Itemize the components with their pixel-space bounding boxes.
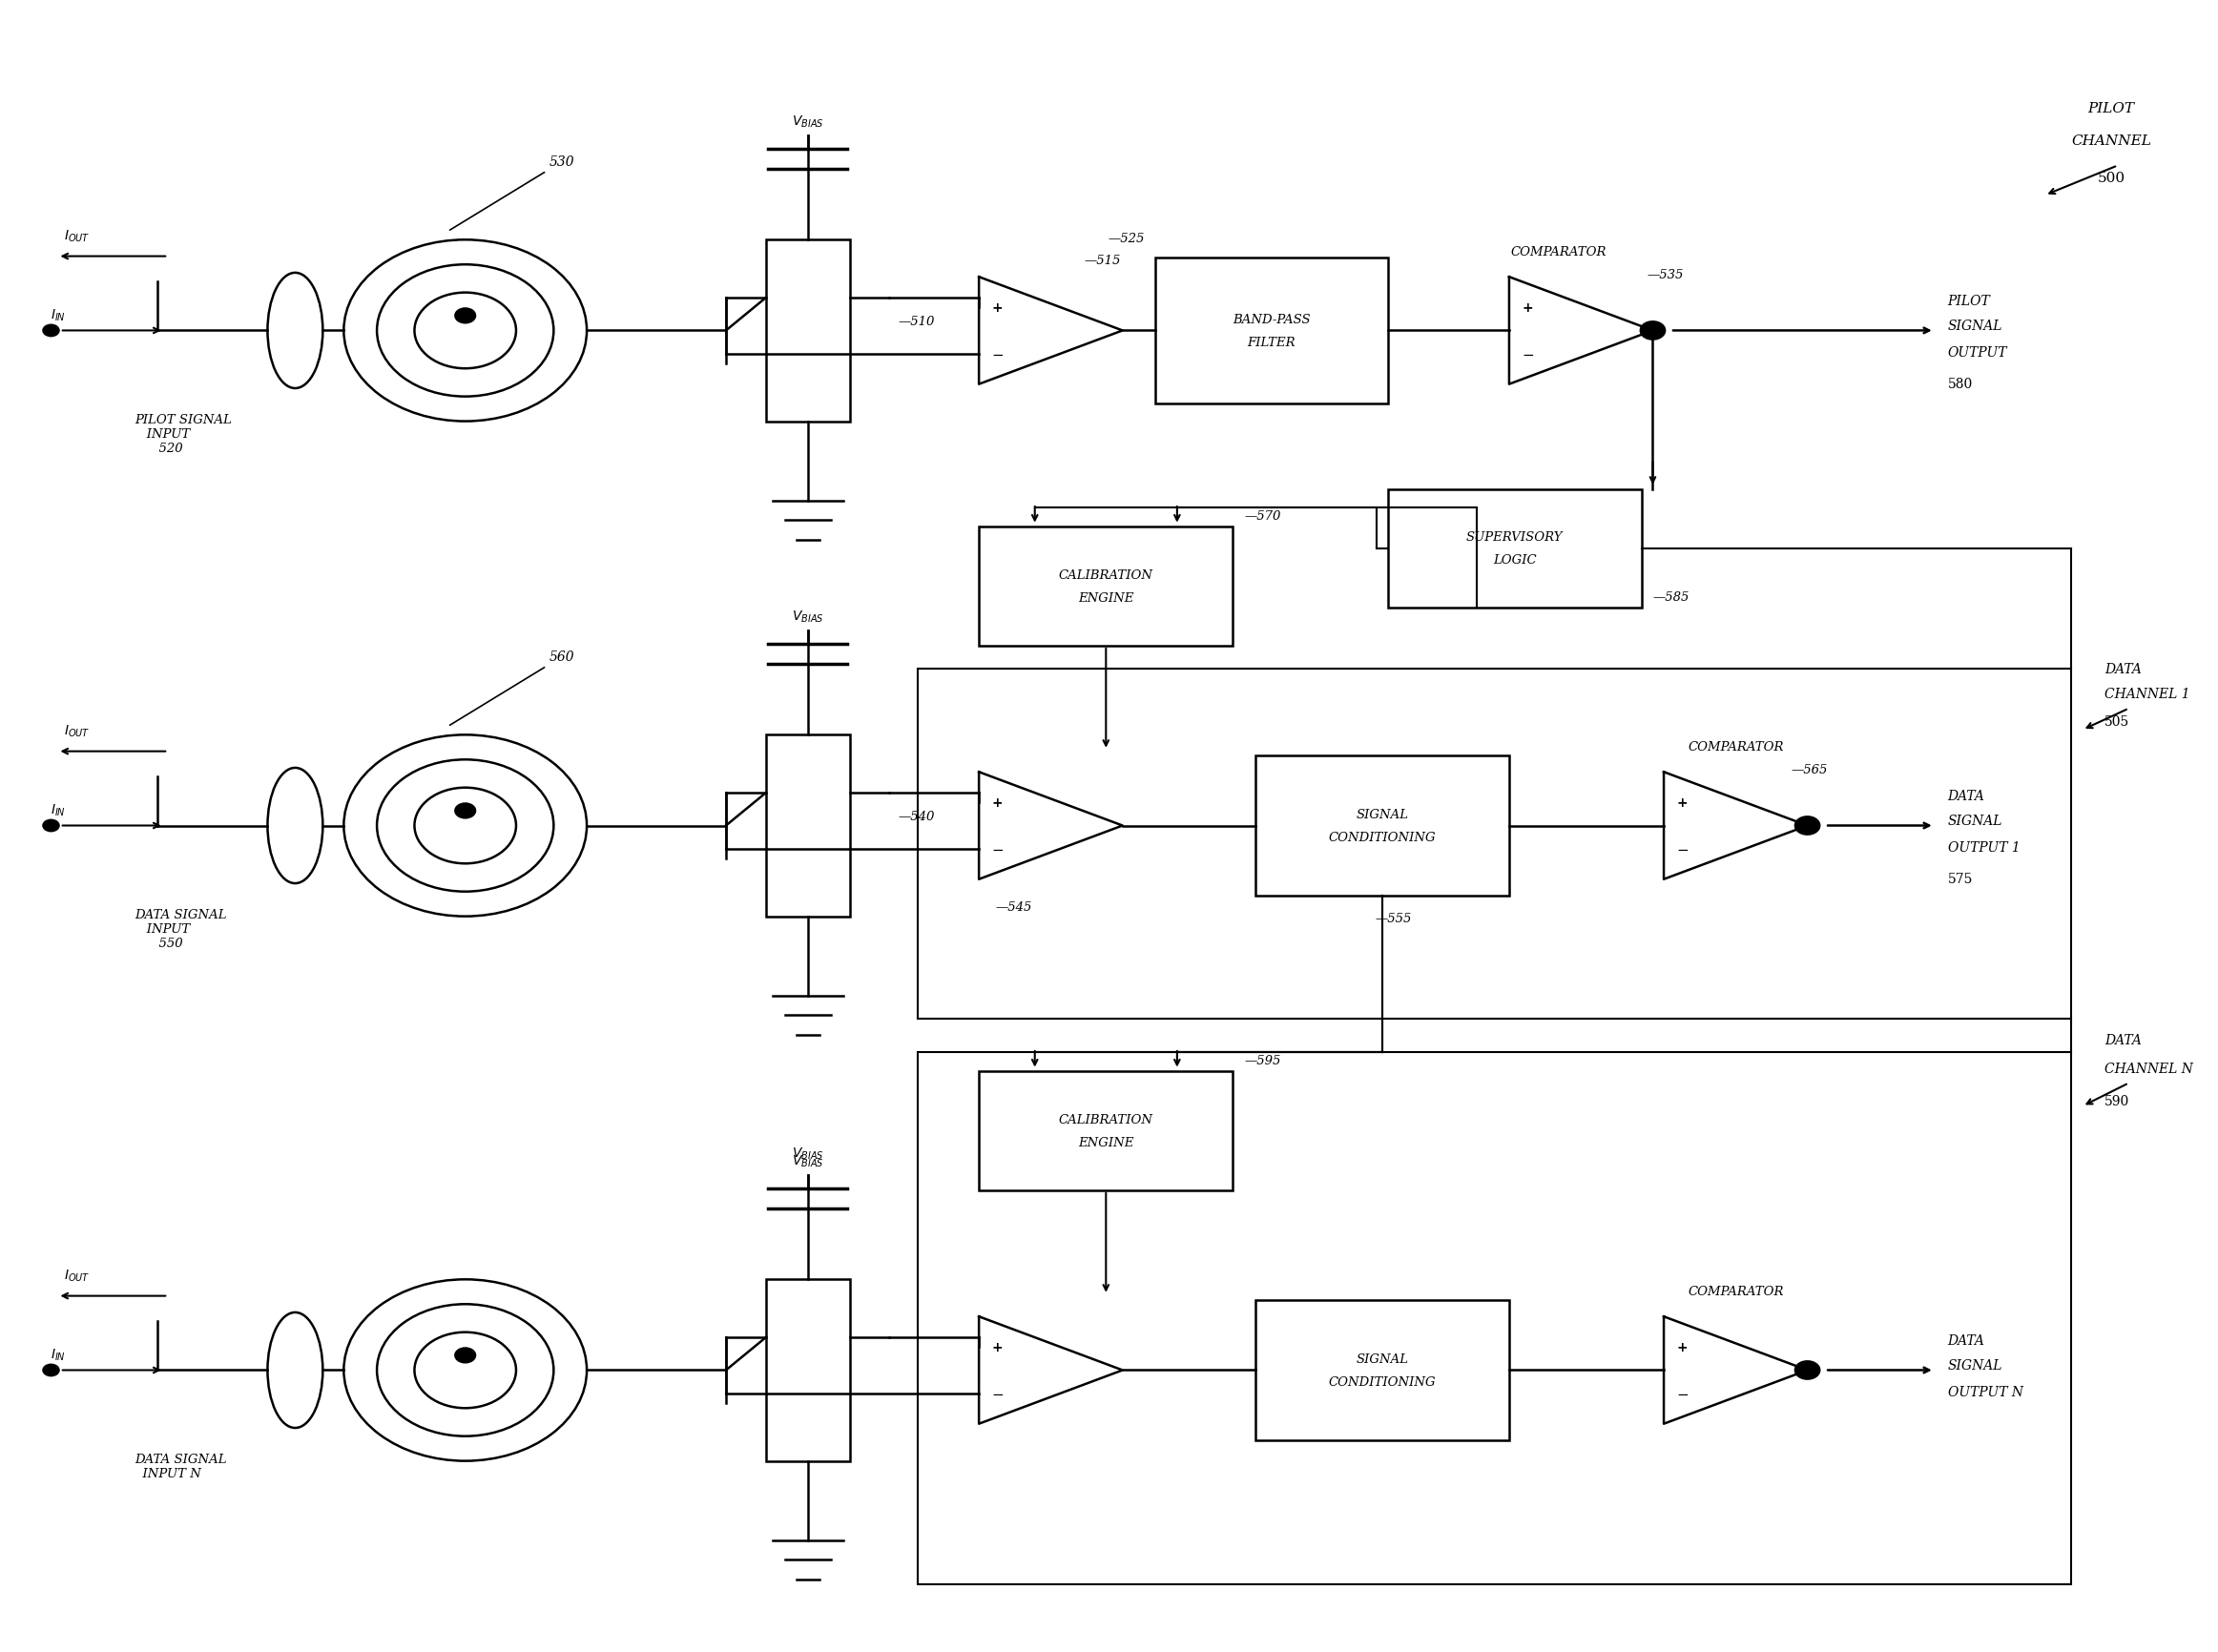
Bar bbox=[1388, 489, 1641, 608]
Text: OUTPUT N: OUTPUT N bbox=[1947, 1384, 2023, 1398]
Text: OUTPUT 1: OUTPUT 1 bbox=[1947, 841, 2021, 854]
Text: +: + bbox=[1677, 1340, 1688, 1353]
Text: 500: 500 bbox=[2098, 172, 2125, 185]
Text: —545: —545 bbox=[996, 900, 1031, 914]
Text: DATA SIGNAL
   INPUT
      550: DATA SIGNAL INPUT 550 bbox=[135, 909, 226, 950]
Circle shape bbox=[42, 324, 60, 337]
Text: DATA: DATA bbox=[1947, 1333, 1985, 1348]
Text: −: − bbox=[991, 347, 1005, 362]
Text: −: − bbox=[991, 1386, 1005, 1401]
Text: +: + bbox=[991, 1340, 1003, 1353]
Text: $V_{BIAS}$: $V_{BIAS}$ bbox=[792, 1153, 823, 1170]
Text: +: + bbox=[991, 796, 1003, 809]
Text: CHANNEL 1: CHANNEL 1 bbox=[2105, 687, 2189, 700]
Bar bbox=[765, 241, 849, 421]
Text: —570: —570 bbox=[1244, 510, 1280, 522]
Circle shape bbox=[42, 1363, 60, 1376]
Text: CHANNEL: CHANNEL bbox=[2072, 135, 2151, 149]
Text: —515: —515 bbox=[1085, 254, 1120, 268]
Text: $I_{OUT}$: $I_{OUT}$ bbox=[64, 724, 91, 738]
Circle shape bbox=[455, 1346, 477, 1363]
Text: CALIBRATION: CALIBRATION bbox=[1058, 1113, 1153, 1125]
Text: —525: —525 bbox=[1109, 233, 1144, 246]
Text: —510: —510 bbox=[898, 316, 936, 329]
Text: $I_{OUT}$: $I_{OUT}$ bbox=[64, 1267, 91, 1284]
Text: —565: —565 bbox=[1790, 763, 1828, 776]
Text: FILTER: FILTER bbox=[1247, 337, 1295, 349]
Text: $V_{BIAS}$: $V_{BIAS}$ bbox=[792, 1145, 823, 1161]
Text: PILOT SIGNAL
   INPUT
      520: PILOT SIGNAL INPUT 520 bbox=[135, 413, 233, 454]
Text: 575: 575 bbox=[1947, 872, 1972, 885]
Text: —595: —595 bbox=[1244, 1054, 1280, 1067]
Text: PILOT: PILOT bbox=[2087, 102, 2134, 116]
Text: 505: 505 bbox=[2105, 715, 2129, 729]
Text: OUTPUT: OUTPUT bbox=[1947, 345, 2007, 358]
Text: 560: 560 bbox=[450, 651, 574, 725]
Bar bbox=[978, 1072, 1233, 1191]
Text: $I_{IN}$: $I_{IN}$ bbox=[51, 803, 67, 818]
Text: −: − bbox=[1677, 1386, 1688, 1401]
Text: DATA: DATA bbox=[2105, 1034, 2143, 1047]
Text: —535: —535 bbox=[1648, 269, 1683, 281]
Bar bbox=[765, 735, 849, 917]
Text: +: + bbox=[991, 301, 1003, 314]
Text: DATA SIGNAL
  INPUT N: DATA SIGNAL INPUT N bbox=[135, 1452, 226, 1480]
Text: SIGNAL: SIGNAL bbox=[1355, 1353, 1408, 1365]
Bar bbox=[918, 669, 2072, 1019]
Text: 530: 530 bbox=[450, 155, 574, 231]
Bar bbox=[1255, 757, 1508, 895]
Text: $I_{IN}$: $I_{IN}$ bbox=[51, 1346, 67, 1361]
Bar bbox=[1156, 259, 1388, 403]
Text: DATA: DATA bbox=[2105, 662, 2143, 676]
Text: 580: 580 bbox=[1947, 377, 1972, 390]
Circle shape bbox=[1794, 816, 1821, 836]
Bar bbox=[978, 527, 1233, 646]
Text: —555: —555 bbox=[1375, 912, 1411, 925]
Text: −: − bbox=[991, 843, 1005, 857]
Text: SUPERVISORY: SUPERVISORY bbox=[1466, 532, 1564, 544]
Text: ENGINE: ENGINE bbox=[1078, 1137, 1133, 1148]
Text: BAND-PASS: BAND-PASS bbox=[1233, 314, 1311, 325]
Bar bbox=[1255, 1300, 1508, 1441]
Text: SIGNAL: SIGNAL bbox=[1947, 319, 2003, 334]
Text: +: + bbox=[1522, 301, 1533, 314]
Text: DATA: DATA bbox=[1947, 790, 1985, 803]
Text: —540: —540 bbox=[898, 811, 936, 823]
Circle shape bbox=[1794, 1360, 1821, 1379]
Bar bbox=[765, 1280, 849, 1460]
Text: CHANNEL N: CHANNEL N bbox=[2105, 1062, 2194, 1075]
Text: SIGNAL: SIGNAL bbox=[1947, 814, 2003, 828]
Text: −: − bbox=[1677, 843, 1688, 857]
Circle shape bbox=[455, 309, 477, 324]
Text: COMPARATOR: COMPARATOR bbox=[1688, 1285, 1783, 1298]
Text: $I_{OUT}$: $I_{OUT}$ bbox=[64, 228, 91, 244]
Text: 590: 590 bbox=[2105, 1095, 2129, 1108]
Circle shape bbox=[455, 803, 477, 819]
Text: $V_{BIAS}$: $V_{BIAS}$ bbox=[792, 610, 823, 624]
Bar bbox=[918, 1052, 2072, 1584]
Text: SIGNAL: SIGNAL bbox=[1355, 808, 1408, 821]
Circle shape bbox=[42, 819, 60, 833]
Text: ENGINE: ENGINE bbox=[1078, 591, 1133, 605]
Text: +: + bbox=[1677, 796, 1688, 809]
Text: LOGIC: LOGIC bbox=[1493, 555, 1537, 567]
Circle shape bbox=[1639, 320, 1666, 340]
Text: CALIBRATION: CALIBRATION bbox=[1058, 568, 1153, 582]
Text: PILOT: PILOT bbox=[1947, 294, 1990, 309]
Text: CONDITIONING: CONDITIONING bbox=[1329, 831, 1435, 844]
Text: $I_{IN}$: $I_{IN}$ bbox=[51, 307, 67, 322]
Text: SIGNAL: SIGNAL bbox=[1947, 1358, 2003, 1373]
Text: CONDITIONING: CONDITIONING bbox=[1329, 1376, 1435, 1388]
Text: $V_{BIAS}$: $V_{BIAS}$ bbox=[792, 114, 823, 131]
Text: COMPARATOR: COMPARATOR bbox=[1688, 742, 1783, 753]
Text: COMPARATOR: COMPARATOR bbox=[1510, 246, 1606, 259]
Text: —585: —585 bbox=[1652, 591, 1690, 603]
Text: −: − bbox=[1522, 347, 1535, 362]
